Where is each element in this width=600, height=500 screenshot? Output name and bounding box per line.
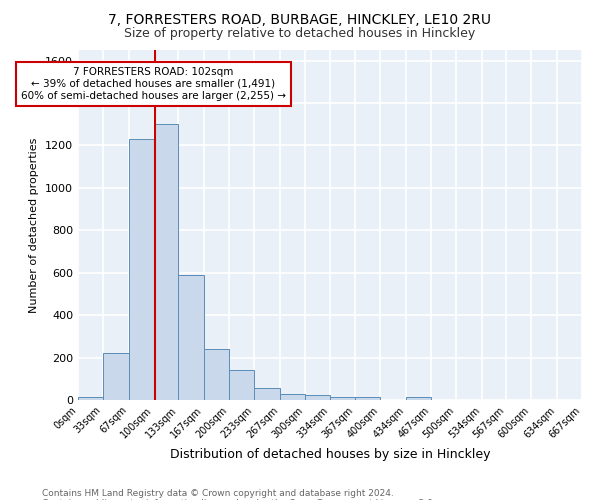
Bar (128, 139, 154, 400)
Bar (331, 397, 355, 400)
Y-axis label: Number of detached properties: Number of detached properties (29, 138, 40, 312)
Text: 7, FORRESTERS ROAD, BURBAGE, HINCKLEY, LE10 2RU: 7, FORRESTERS ROAD, BURBAGE, HINCKLEY, L… (109, 12, 491, 26)
Bar (178, 275, 204, 400)
Bar (305, 394, 331, 400)
Bar (254, 388, 280, 400)
Bar (103, 354, 128, 400)
Text: Contains public sector information licensed under the Open Government Licence v3: Contains public sector information licen… (42, 498, 436, 500)
Bar (204, 349, 229, 400)
Bar (154, 124, 178, 400)
Bar (355, 397, 380, 400)
Text: Size of property relative to detached houses in Hinckley: Size of property relative to detached ho… (124, 28, 476, 40)
X-axis label: Distribution of detached houses by size in Hinckley: Distribution of detached houses by size … (170, 448, 490, 461)
Bar (78, 397, 103, 400)
Text: 7 FORRESTERS ROAD: 102sqm
← 39% of detached houses are smaller (1,491)
60% of se: 7 FORRESTERS ROAD: 102sqm ← 39% of detac… (21, 68, 286, 100)
Text: Contains HM Land Registry data © Crown copyright and database right 2024.: Contains HM Land Registry data © Crown c… (42, 488, 394, 498)
Bar (280, 394, 305, 400)
Bar (406, 397, 431, 400)
Bar (229, 370, 254, 400)
